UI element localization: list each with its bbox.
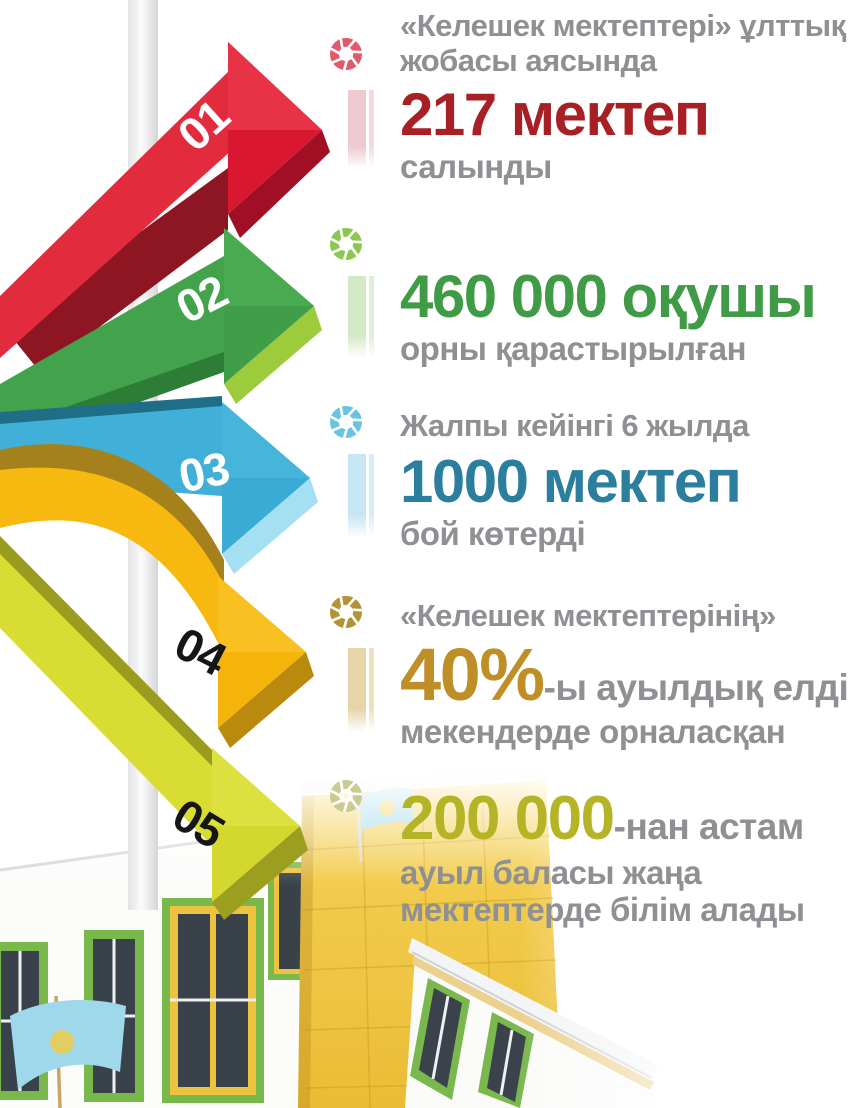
arrow-number: 03: [174, 441, 233, 502]
tick-bar: [369, 90, 374, 168]
tick-bar: [369, 454, 374, 538]
stat-block-2: 460 000 оқушы орны қарастырылған: [400, 266, 862, 368]
aperture-icon: [330, 596, 362, 628]
stat-big-value: 460 000 оқушы: [400, 263, 817, 330]
tick-bar: [348, 276, 366, 358]
stat-big-value: 40%: [400, 633, 545, 716]
stat-big-line: 460 000 оқушы: [400, 266, 862, 328]
stat-big-value: 217 мектеп: [400, 81, 710, 148]
stat-post-text: мекендерде орналасқан: [400, 713, 786, 750]
tick-bar: [369, 648, 374, 732]
aperture-icon: [330, 228, 362, 260]
stat-pre-text: Жалпы кейінгі 6 жылда: [400, 408, 749, 443]
stat-block-1: «Келешек мектептері» ұлттық жобасы аясын…: [400, 8, 862, 185]
stat-big-line: 217 мектеп: [400, 84, 862, 146]
stat-post-text: ауыл баласы жаңа мектептерде білім алады: [400, 854, 805, 928]
stat-big-suffix: -нан астам: [613, 806, 805, 847]
arrow-03: 03: [0, 396, 318, 574]
stat-pre-text: «Келешек мектептері» ұлттық жобасы аясын…: [400, 8, 846, 78]
stat-block-3: Жалпы кейінгі 6 жылда 1000 мектеп бой кө…: [400, 408, 862, 552]
stat-big-value: 200 000: [400, 784, 615, 853]
aperture-icon: [330, 38, 362, 70]
stat-big-line: 40%-ы ауылдық елді: [400, 633, 862, 716]
stat-pre-text: «Келешек мектептерінің»: [400, 598, 776, 633]
stat-post-text: салынды: [400, 148, 552, 185]
arrow-02: 02: [0, 228, 322, 452]
stat-block-5: 200 000-нан астам ауыл баласы жаңа мекте…: [400, 788, 862, 929]
tick-bar: [348, 454, 366, 538]
aperture-icon: [330, 780, 362, 812]
tick-bar: [348, 90, 366, 168]
stat-big-line: 1000 мектеп: [400, 451, 862, 513]
stat-post-text: бой көтерді: [400, 515, 586, 552]
stat-big-line: 200 000-нан астам: [400, 788, 862, 850]
tick-bar: [369, 276, 374, 358]
arrow-04: 04: [0, 444, 314, 748]
tick-bar: [348, 648, 366, 732]
stat-post-text: орны қарастырылған: [400, 330, 747, 367]
aperture-icon: [330, 406, 362, 438]
arrows-graphic: 01 02 03 04: [0, 0, 330, 920]
arrow-05: 05: [0, 536, 308, 920]
stat-big-value: 1000 мектеп: [400, 448, 742, 515]
kazakh-flag-left: [10, 995, 126, 1108]
stat-block-4: «Келешек мектептерінің» 40%-ы ауылдық ел…: [400, 598, 862, 750]
stat-big-suffix: -ы ауылдық елді: [543, 667, 849, 708]
